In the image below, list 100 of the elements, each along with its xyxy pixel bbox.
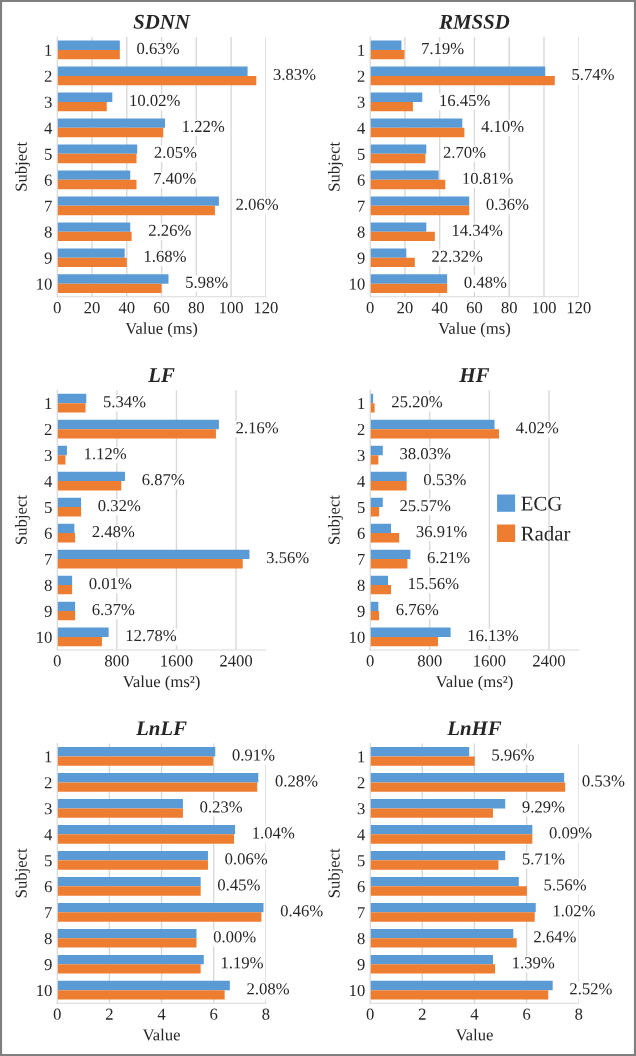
bar: [370, 497, 383, 508]
bar: [57, 928, 197, 939]
y-tick-label: 5: [45, 855, 52, 867]
x-tick-label: 60: [466, 302, 483, 314]
annotation: 25.20%: [392, 396, 443, 408]
annotation: 0.01%: [89, 577, 132, 590]
bar: [57, 403, 86, 413]
annotation: 6.21%: [427, 551, 470, 564]
annotation: 5.96%: [492, 749, 534, 761]
bar: [57, 153, 137, 164]
bar: [57, 283, 162, 294]
bar: [370, 66, 546, 76]
bar: [370, 144, 427, 154]
bar: [57, 782, 258, 792]
bar: [57, 964, 201, 974]
annotation: 22.32%: [432, 250, 483, 262]
bar: [57, 575, 73, 586]
bar: [57, 393, 87, 404]
bar: [57, 938, 197, 948]
bar: [370, 429, 500, 439]
bar: [57, 756, 214, 766]
x-tick-label: 1600: [161, 655, 193, 667]
y-tick-label: 7: [358, 907, 365, 919]
y-tick-label: 2: [357, 70, 365, 82]
bar: [57, 497, 82, 508]
bar: [57, 990, 225, 1000]
bar: [57, 850, 208, 861]
bar: [57, 40, 120, 50]
annotation: 2.16%: [236, 422, 279, 434]
bar: [370, 954, 493, 965]
bar: [370, 860, 499, 870]
bar: [57, 610, 76, 621]
y-tick-label: 7: [358, 200, 365, 212]
bar: [57, 144, 138, 154]
bar: [370, 825, 533, 835]
bar: [370, 756, 475, 766]
chart-title: LnLF: [135, 721, 187, 736]
y-tick-label: 5: [45, 501, 52, 514]
bar: [57, 205, 215, 216]
bar: [57, 274, 169, 284]
annotation: 2.52%: [570, 983, 612, 995]
x-axis-title: Value (ms): [438, 322, 511, 338]
chart-title: LF: [148, 368, 175, 382]
annotation: 5.74%: [572, 68, 614, 81]
x-axis-title: Value (ms²): [435, 675, 513, 691]
bar: [370, 559, 408, 569]
x-tick-label: 120: [254, 302, 278, 314]
x-tick-label: 4: [157, 1008, 166, 1020]
bar: [370, 912, 535, 922]
y-axis-title: Subject: [15, 495, 31, 544]
bar: [370, 773, 565, 783]
x-tick-label: 0: [366, 1008, 374, 1020]
annotation: 10.81%: [463, 172, 513, 185]
bar: [370, 179, 446, 190]
bar: [370, 808, 493, 818]
bar: [57, 808, 183, 818]
bar: [370, 92, 423, 102]
y-tick-label: 2: [44, 70, 52, 82]
x-tick-label: 2: [418, 1008, 426, 1020]
bar: [370, 196, 470, 206]
y-tick-label: 8: [357, 226, 365, 238]
bar: [57, 127, 164, 138]
bar: [370, 627, 451, 637]
annotation: 0.46%: [280, 905, 323, 917]
bar: [370, 257, 415, 268]
bar: [57, 118, 166, 128]
x-tick-label: 2400: [533, 655, 565, 667]
y-tick-label: 4: [357, 122, 366, 134]
bar: [370, 283, 448, 294]
x-tick-label: 20: [397, 302, 413, 314]
y-tick-label: 10: [350, 278, 365, 290]
bar: [370, 876, 519, 887]
annotation: 1.19%: [221, 957, 263, 969]
y-tick-label: 9: [44, 252, 52, 264]
x-tick-label: 0: [366, 655, 374, 667]
x-tick-label: 100: [532, 302, 556, 314]
y-tick-label: 5: [357, 855, 365, 867]
y-axis-title: Subject: [327, 495, 344, 544]
y-tick-label: 2: [357, 777, 365, 789]
bar: [370, 902, 536, 913]
bar: [57, 101, 107, 112]
bar: [370, 782, 566, 792]
bar: [57, 471, 126, 482]
bar: [57, 773, 259, 783]
annotation: 6.76%: [396, 603, 439, 616]
bar: [370, 533, 400, 543]
annotation: 3.83%: [273, 68, 316, 81]
annotation: 25.57%: [400, 500, 451, 512]
annotation: 5.34%: [103, 396, 146, 408]
bar: [57, 902, 264, 913]
bar: [57, 601, 76, 611]
y-tick-label: 9: [44, 605, 52, 617]
y-tick-label: 4: [44, 475, 53, 487]
bar: [57, 196, 219, 206]
y-axis-title: Subject: [327, 848, 344, 898]
annotation: 0.32%: [98, 500, 141, 512]
y-tick-label: 8: [44, 579, 52, 591]
bar: [57, 559, 243, 569]
x-tick-label: 40: [431, 302, 448, 314]
x-tick-label: 800: [417, 655, 442, 667]
